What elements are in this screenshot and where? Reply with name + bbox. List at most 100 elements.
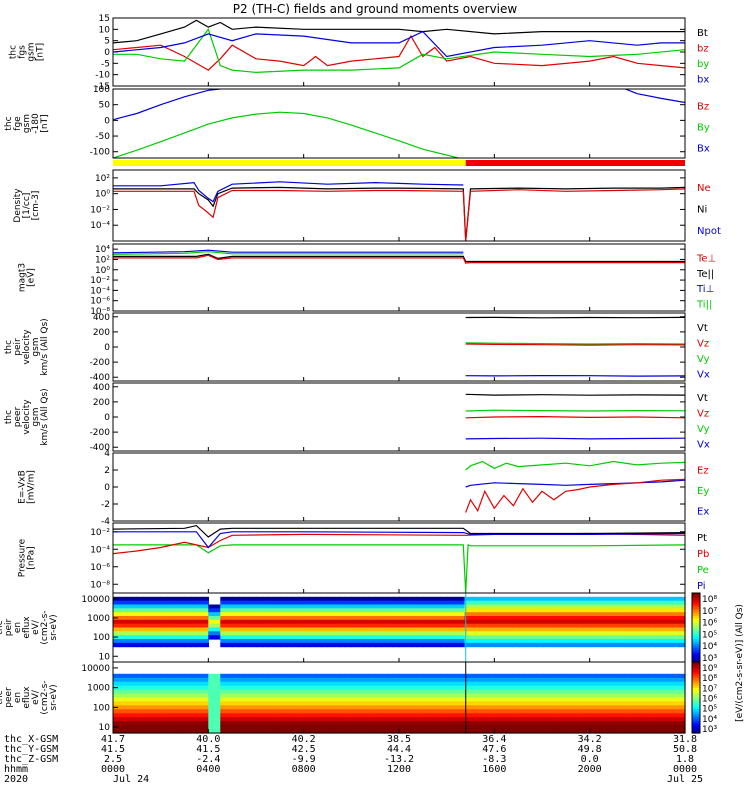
heat-cell [631,721,638,726]
heat-cell [440,639,448,644]
heat-cell [190,677,198,683]
heat-cell [631,596,638,602]
heat-cell [583,729,591,734]
heat-cell [291,673,299,679]
heat-cell [214,709,221,714]
heat-cell [524,713,531,718]
heat-cell [679,689,686,695]
y-axis-label: thc [9,45,19,59]
heat-cell [148,701,156,706]
heat-cell [583,721,591,726]
heat-cell [351,673,358,679]
heat-cell [559,721,567,726]
heat-cell [291,631,299,636]
heat-cell [399,705,406,710]
heat-cell [148,604,156,609]
y-tick-label: 10 [99,723,111,733]
heat-cell [208,604,215,609]
heat-cell [553,681,561,687]
heat-cell [452,639,460,644]
heat-cell [434,689,442,695]
heat-cell [220,627,227,632]
heat-cell [244,717,251,722]
heat-cell [518,709,525,714]
heat-cell [351,623,358,629]
heat-cell [130,677,138,683]
heat-cell [309,713,317,718]
heat-cell [524,677,531,683]
heat-cell [345,681,352,687]
heat-cell [452,631,460,636]
heat-cell [369,642,376,648]
heat-cell [637,639,644,644]
heat-cell [351,635,358,640]
heat-cell [464,701,472,706]
heat-cell [202,681,209,687]
heat-cell [250,685,257,691]
heat-cell [136,721,144,726]
heat-cell [625,701,632,706]
heat-cell [166,685,174,691]
heat-cell [279,627,287,632]
heat-cell [381,604,388,609]
heat-cell [410,693,418,699]
heat-cell [583,705,591,710]
heat-cell [393,681,400,687]
heat-cell [619,725,627,730]
heat-cell [494,604,501,609]
heat-cell [256,623,263,629]
heat-cell [595,619,603,625]
heat-cell [542,596,549,602]
heat-cell [196,677,203,683]
heat-cell [351,619,358,625]
heat-cell [631,600,638,606]
heat-cell [321,612,329,617]
heat-cell [536,612,543,617]
heat-cell [196,717,203,722]
heat-cell [410,709,418,714]
heat-cell [476,729,484,734]
heat-cell [119,673,126,679]
heat-cell [607,693,615,699]
heat-cell [154,612,162,617]
heat-cell [369,713,376,718]
heat-cell [518,616,525,621]
heat-cell [113,608,120,613]
heat-cell [565,685,573,691]
heat-cell [303,689,311,695]
colorbar-cell [692,707,700,710]
heat-cell [410,600,418,606]
heat-cell [291,619,299,625]
heat-cell [214,705,221,710]
legend-ni: Ni [697,205,707,216]
heat-cell [387,673,394,679]
heat-cell [184,600,192,606]
heat-cell [422,717,430,722]
heat-cell [571,600,579,606]
heat-cell [154,721,162,726]
heat-cell [262,697,269,702]
heat-cell [178,642,186,648]
heat-cell [142,596,150,602]
heat-cell [410,642,418,648]
legend-vt: Vt [697,323,708,334]
heat-cell [565,673,573,679]
heat-cell [357,608,364,613]
heat-cell [452,616,460,621]
heat-cell [184,721,192,726]
heat-cell [470,693,478,699]
heat-cell [673,642,680,648]
heat-cell [321,677,329,683]
heat-cell [488,681,495,687]
colorbar-cell [692,673,700,677]
heat-cell [339,604,346,609]
heat-cell [208,693,215,699]
heat-cell [315,612,323,617]
heat-cell [559,709,567,714]
heat-cell [405,685,412,691]
heat-cell [220,709,227,714]
y-axis-label: km/s (All Qs) [40,388,50,445]
heat-cell [262,693,269,699]
heat-cell [524,604,531,609]
heat-cell [279,717,287,722]
